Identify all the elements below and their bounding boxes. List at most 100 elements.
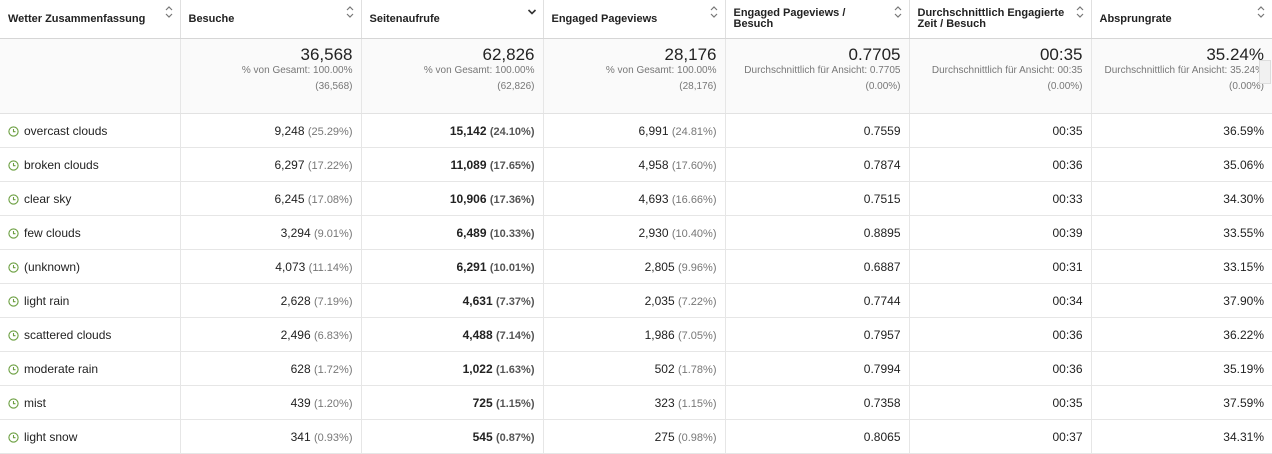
column-header-5[interactable]: Durchschnittlich Engagierte Zeit / Besuc… <box>909 0 1092 39</box>
engaged-per-visit-value: 0.8065 <box>863 429 901 444</box>
column-header-4[interactable]: Engaged Pageviews / Besuch <box>725 0 910 39</box>
engaged-time-value: 00:31 <box>1052 259 1083 274</box>
dimension-cell[interactable]: mist <box>0 385 181 420</box>
engaged-pageviews-value: 1,986 <box>644 327 675 342</box>
table-row[interactable]: clear sky 6,245 (17.08%) 10,906 (17.36%) 4,… <box>0 181 1272 216</box>
engaged-pageviews-cell: 2,805 (9.96%) <box>543 249 726 284</box>
bounce-rate-value: 37.59% <box>1223 395 1264 410</box>
table-row[interactable]: scattered clouds 2,496 (6.83%) 4,488 (7.14… <box>0 317 1272 352</box>
engaged-pageviews-percent: (1.15%) <box>677 397 717 410</box>
total-value: 36,568 <box>300 45 353 64</box>
table-row[interactable]: overcast clouds 9,248 (25.29%) 15,142 (24.… <box>0 113 1272 148</box>
pageviews-cell: 6,291 (10.01%) <box>361 249 544 284</box>
total-subtext: % von Gesamt: 100.00% <box>605 65 717 76</box>
pageviews-percent: (7.14%) <box>495 329 535 342</box>
engaged-time-value: 00:39 <box>1052 225 1083 240</box>
visits-value: 9,248 <box>274 123 305 138</box>
visits-value: 2,496 <box>280 327 311 342</box>
totals-row: 36,568% von Gesamt: 100.00% (36,568) 62,82… <box>0 38 1272 114</box>
visits-cell: 341 (0.93%) <box>180 419 362 454</box>
dimension-cell[interactable]: moderate rain <box>0 351 181 386</box>
engaged-pageviews-percent: (9.96%) <box>677 261 717 274</box>
pageviews-percent: (17.65%) <box>489 159 535 172</box>
bounce-rate-cell: 33.15% <box>1091 249 1272 284</box>
dimension-cell[interactable]: few clouds <box>0 215 181 250</box>
chevron-down-icon[interactable] <box>527 5 537 19</box>
visits-value: 4,073 <box>275 259 306 274</box>
pageviews-percent: (0.87%) <box>495 431 535 444</box>
engaged-per-visit-cell: 0.7744 <box>725 283 910 318</box>
pageviews-percent: (24.10%) <box>489 125 535 138</box>
total-value: 35.24% <box>1206 45 1264 64</box>
engaged-time-cell: 00:35 <box>909 113 1092 148</box>
visits-percent: (1.72%) <box>313 363 353 376</box>
total-cell-4: 0.7705 Durchschnittlich für Ansicht: 0.77… <box>725 38 910 114</box>
pageviews-cell: 545 (0.87%) <box>361 419 544 454</box>
clock-icon <box>8 364 19 375</box>
dimension-cell[interactable]: broken clouds <box>0 147 181 182</box>
clock-icon <box>8 432 19 443</box>
dimension-label: light rain <box>24 293 70 308</box>
total-value: 00:35 <box>1039 45 1083 64</box>
engaged-pageviews-cell: 502 (1.78%) <box>543 351 726 386</box>
table-row[interactable]: light snow 341 (0.93%) 545 (0.87%) 275 (0.9… <box>0 419 1272 454</box>
visits-value: 6,245 <box>274 191 305 206</box>
dimension-cell[interactable]: overcast clouds <box>0 113 181 148</box>
visits-cell: 6,297 (17.22%) <box>180 147 362 182</box>
engaged-pageviews-cell: 4,693 (16.66%) <box>543 181 726 216</box>
table-row[interactable]: mist 439 (1.20%) 725 (1.15%) 323 (1.15%) 0.7… <box>0 385 1272 420</box>
table-row[interactable]: light rain 2,628 (7.19%) 4,631 (7.37%) 2,03… <box>0 283 1272 318</box>
engaged-time-cell: 00:35 <box>909 385 1092 420</box>
dimension-cell[interactable]: (unknown) <box>0 249 181 284</box>
engaged-time-cell: 00:36 <box>909 147 1092 182</box>
table-row[interactable]: moderate rain 628 (1.72%) 1,022 (1.63%) 502… <box>0 351 1272 386</box>
sort-arrows-icon[interactable] <box>1075 5 1085 19</box>
dimension-cell[interactable]: light rain <box>0 283 181 318</box>
engaged-pageviews-value: 275 <box>654 429 675 444</box>
dimension-label: clear sky <box>24 191 72 206</box>
engaged-time-value: 00:35 <box>1052 123 1083 138</box>
total-cell-3: 28,176% von Gesamt: 100.00% (28,176) <box>543 38 726 114</box>
column-header-2[interactable]: Seitenaufrufe <box>361 0 544 39</box>
total-percent: (28,176) <box>679 81 717 92</box>
clock-icon <box>8 160 19 171</box>
engaged-time-value: 00:36 <box>1052 361 1083 376</box>
table-row[interactable]: (unknown) 4,073 (11.14%) 6,291 (10.01%) 2,8… <box>0 249 1272 284</box>
bounce-rate-value: 36.22% <box>1223 327 1264 342</box>
column-header-1[interactable]: Besuche <box>180 0 362 39</box>
sort-arrows-icon[interactable] <box>709 5 719 19</box>
table-row[interactable]: broken clouds 6,297 (17.22%) 11,089 (17.65… <box>0 147 1272 182</box>
dimension-cell[interactable]: clear sky <box>0 181 181 216</box>
sort-arrows-icon[interactable] <box>164 5 174 19</box>
clock-icon <box>8 262 19 273</box>
pageviews-cell: 6,489 (10.33%) <box>361 215 544 250</box>
column-header-6[interactable]: Absprungrate <box>1091 0 1272 39</box>
dimension-cell[interactable]: light snow <box>0 419 181 454</box>
visits-cell: 9,248 (25.29%) <box>180 113 362 148</box>
total-subtext: Durchschnittlich für Ansicht: 00:35 <box>931 65 1083 76</box>
totals-scrollbar[interactable] <box>1259 60 1271 84</box>
engaged-per-visit-cell: 0.8065 <box>725 419 910 454</box>
pageviews-cell: 4,488 (7.14%) <box>361 317 544 352</box>
engaged-pageviews-percent: (24.81%) <box>671 125 717 138</box>
total-subtext: % von Gesamt: 100.00% <box>241 65 353 76</box>
column-header-label: Durchschnittlich Engagierte Zeit / Besuc… <box>917 7 1065 30</box>
table-row[interactable]: few clouds 3,294 (9.01%) 6,489 (10.33%) 2,9… <box>0 215 1272 250</box>
sort-arrows-icon[interactable] <box>345 5 355 19</box>
bounce-rate-cell: 37.90% <box>1091 283 1272 318</box>
pageviews-percent: (10.01%) <box>489 261 535 274</box>
clock-icon <box>8 330 19 341</box>
column-header-3[interactable]: Engaged Pageviews <box>543 0 726 39</box>
dimension-label: few clouds <box>24 225 81 240</box>
sort-arrows-icon[interactable] <box>893 5 903 19</box>
dimension-label: mist <box>24 395 46 410</box>
bounce-rate-value: 34.30% <box>1223 191 1264 206</box>
sort-arrows-icon[interactable] <box>1256 5 1266 19</box>
column-header-0[interactable]: Wetter Zusammenfassung <box>0 0 181 39</box>
engaged-per-visit-cell: 0.7994 <box>725 351 910 386</box>
engaged-pageviews-cell: 275 (0.98%) <box>543 419 726 454</box>
visits-value: 628 <box>290 361 311 376</box>
dimension-cell[interactable]: scattered clouds <box>0 317 181 352</box>
